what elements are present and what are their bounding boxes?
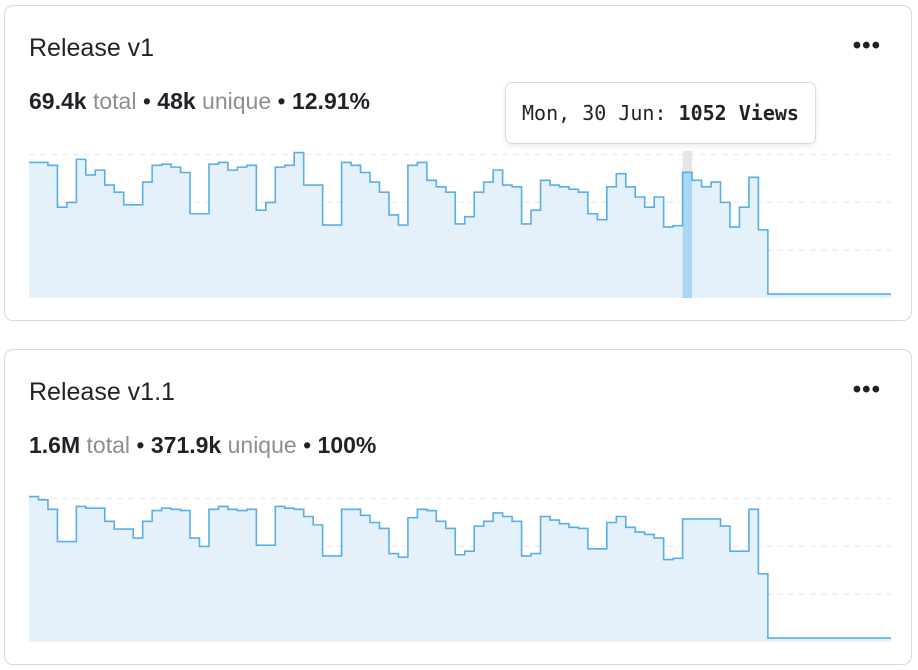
separator: •	[136, 88, 158, 114]
area	[29, 152, 891, 298]
chart	[29, 151, 891, 298]
stats: 1.6M total • 371.9k unique • 100%	[29, 432, 376, 459]
stat-value: 100%	[317, 432, 377, 458]
separator: •	[130, 432, 151, 458]
area	[29, 496, 891, 642]
stat-label: unique	[227, 432, 297, 458]
stat-label: total	[86, 432, 131, 458]
more-menu[interactable]: •••	[852, 376, 881, 403]
stat-label: unique	[202, 88, 272, 114]
card-title: Release v1.1	[29, 378, 175, 406]
tooltip-date: Mon, 30 Jun:	[522, 101, 667, 125]
stat-value: 48k	[157, 88, 196, 114]
stats: 69.4k total • 48k unique • 12.91%	[29, 88, 370, 115]
more-menu[interactable]: •••	[852, 32, 881, 59]
space	[667, 101, 679, 125]
card: Release v1.1 ••• 1.6M total • 371.9k uniqu…	[4, 349, 912, 665]
tooltip-value: 1052 Views	[678, 101, 799, 125]
card: Release v1 ••• 69.4k total • 48k unique • …	[4, 5, 912, 321]
separator: •	[296, 432, 318, 458]
stat-label: total	[92, 88, 137, 114]
stat-value: 371.9k	[150, 432, 222, 458]
hover-bar	[682, 172, 693, 298]
hover-column	[682, 151, 693, 173]
chart	[29, 495, 891, 642]
tooltip: Mon, 30 Jun: 1052 Views	[505, 82, 816, 144]
separator: •	[271, 88, 292, 114]
line	[29, 151, 891, 295]
card-title: Release v1	[29, 34, 155, 62]
stat-value: 1.6M	[29, 432, 81, 458]
line	[29, 495, 891, 639]
stat-value: 12.91%	[291, 88, 370, 114]
stat-value: 69.4k	[29, 88, 87, 114]
